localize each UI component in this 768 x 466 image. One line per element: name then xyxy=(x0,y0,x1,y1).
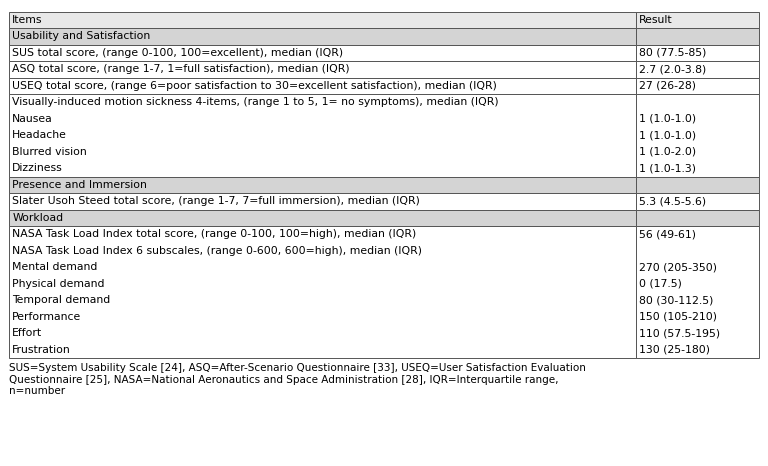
Text: Items: Items xyxy=(12,15,43,25)
Text: 110 (57.5-195): 110 (57.5-195) xyxy=(639,329,720,338)
Text: Workload: Workload xyxy=(12,213,63,223)
Text: Nausea: Nausea xyxy=(12,114,53,124)
Bar xyxy=(636,177,759,193)
Bar xyxy=(9,210,636,226)
Bar xyxy=(9,61,636,78)
Text: 0 (17.5): 0 (17.5) xyxy=(639,279,682,289)
Text: 1 (1.0-2.0): 1 (1.0-2.0) xyxy=(639,147,696,157)
Text: SUS=System Usability Scale [24], ASQ=After-Scenario Questionnaire [33], USEQ=Use: SUS=System Usability Scale [24], ASQ=Aft… xyxy=(9,363,586,397)
Text: USEQ total score, (range 6=poor satisfaction to 30=excellent satisfaction), medi: USEQ total score, (range 6=poor satisfac… xyxy=(12,81,497,91)
Bar xyxy=(636,78,759,94)
Text: Blurred vision: Blurred vision xyxy=(12,147,87,157)
Text: ASQ total score, (range 1-7, 1=full satisfaction), median (IQR): ASQ total score, (range 1-7, 1=full sati… xyxy=(12,64,350,75)
Bar xyxy=(9,226,636,358)
Text: Headache: Headache xyxy=(12,130,67,140)
Text: 1 (1.0-1.3): 1 (1.0-1.3) xyxy=(639,164,696,173)
Text: Usability and Satisfaction: Usability and Satisfaction xyxy=(12,31,151,41)
Text: Result: Result xyxy=(639,15,673,25)
Text: 80 (77.5-85): 80 (77.5-85) xyxy=(639,48,707,58)
Bar xyxy=(636,61,759,78)
Text: Performance: Performance xyxy=(12,312,81,322)
Text: 1 (1.0-1.0): 1 (1.0-1.0) xyxy=(639,130,696,140)
Text: Dizziness: Dizziness xyxy=(12,164,63,173)
Text: NASA Task Load Index 6 subscales, (range 0-600, 600=high), median (IQR): NASA Task Load Index 6 subscales, (range… xyxy=(12,246,422,256)
Text: Temporal demand: Temporal demand xyxy=(12,295,111,305)
Text: 270 (205-350): 270 (205-350) xyxy=(639,262,717,273)
Bar xyxy=(636,210,759,226)
Text: Effort: Effort xyxy=(12,329,42,338)
Bar xyxy=(636,12,759,28)
Text: 1 (1.0-1.0): 1 (1.0-1.0) xyxy=(639,114,696,124)
Text: 27 (26-28): 27 (26-28) xyxy=(639,81,696,91)
Text: NASA Task Load Index total score, (range 0-100, 100=high), median (IQR): NASA Task Load Index total score, (range… xyxy=(12,229,416,240)
Text: Visually-induced motion sickness 4-items, (range 1 to 5, 1= no symptoms), median: Visually-induced motion sickness 4-items… xyxy=(12,97,499,107)
Text: 150 (105-210): 150 (105-210) xyxy=(639,312,717,322)
Bar xyxy=(9,28,636,45)
Bar xyxy=(636,193,759,210)
Text: 56 (49-61): 56 (49-61) xyxy=(639,229,696,240)
Bar xyxy=(9,177,636,193)
Text: 5.3 (4.5-5.6): 5.3 (4.5-5.6) xyxy=(639,196,706,206)
Text: Presence and Immersion: Presence and Immersion xyxy=(12,180,147,190)
Text: 130 (25-180): 130 (25-180) xyxy=(639,345,710,355)
Bar xyxy=(9,12,636,28)
Bar xyxy=(636,45,759,61)
Text: SUS total score, (range 0-100, 100=excellent), median (IQR): SUS total score, (range 0-100, 100=excel… xyxy=(12,48,343,58)
Text: Frustration: Frustration xyxy=(12,345,71,355)
Text: 80 (30-112.5): 80 (30-112.5) xyxy=(639,295,713,305)
Bar xyxy=(636,94,759,177)
Bar xyxy=(9,193,636,210)
Bar xyxy=(9,94,636,177)
Bar xyxy=(636,226,759,358)
Bar xyxy=(9,78,636,94)
Text: Mental demand: Mental demand xyxy=(12,262,98,273)
Text: Slater Usoh Steed total score, (range 1-7, 7=full immersion), median (IQR): Slater Usoh Steed total score, (range 1-… xyxy=(12,196,420,206)
Text: 2.7 (2.0-3.8): 2.7 (2.0-3.8) xyxy=(639,64,706,75)
Text: Physical demand: Physical demand xyxy=(12,279,104,289)
Bar xyxy=(9,45,636,61)
Bar xyxy=(636,28,759,45)
